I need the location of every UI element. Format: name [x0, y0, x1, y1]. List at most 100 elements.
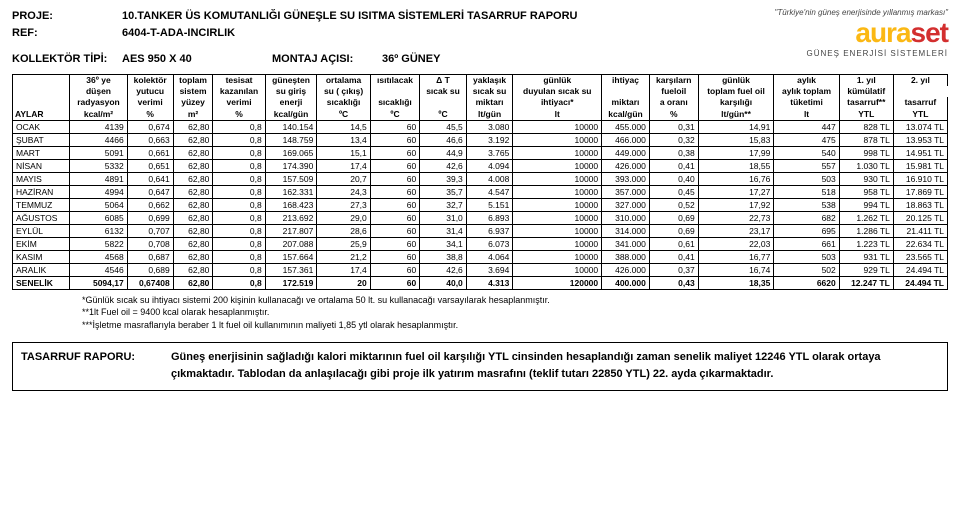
proje-value: 10.TANKER ÜS KOMUTANLIĞI GÜNEŞLE SU ISIT…	[122, 8, 578, 25]
table-cell: 34,1	[420, 237, 467, 250]
table-cell: 213.692	[265, 211, 317, 224]
table-cell: 62,80	[173, 263, 213, 276]
header-cell: ºC	[420, 109, 467, 121]
header-cell: %	[213, 109, 265, 121]
table-cell: 16,77	[698, 250, 774, 263]
table-cell: 314.000	[602, 224, 650, 237]
header-cell: fueloil	[649, 86, 698, 97]
table-cell: 217.807	[265, 224, 317, 237]
table-cell: 4139	[70, 120, 127, 133]
header-cell: sıcaklığı	[317, 97, 370, 108]
total-cell: 4.313	[466, 276, 513, 289]
header-cell: ºC	[370, 109, 419, 121]
table-cell: 22,73	[698, 211, 774, 224]
table-cell: 18.863 TL	[893, 198, 947, 211]
table-cell: 518	[774, 185, 839, 198]
table-cell: 17,99	[698, 146, 774, 159]
table-cell: 62,80	[173, 133, 213, 146]
table-row: KASIM45680,68762,800,8157.66421,26038,84…	[13, 250, 948, 263]
table-cell: 10000	[513, 172, 602, 185]
table-cell: 13.074 TL	[893, 120, 947, 133]
header-cell: duyulan sıcak su	[513, 86, 602, 97]
table-cell: 503	[774, 250, 839, 263]
header-cell: tüketimi	[774, 97, 839, 108]
header-cell: %	[127, 109, 173, 121]
table-cell: 4994	[70, 185, 127, 198]
header-cell: günlük	[698, 74, 774, 86]
table-cell: 20,7	[317, 172, 370, 185]
table-cell: NİSAN	[13, 159, 70, 172]
table-cell: 0,41	[649, 159, 698, 172]
table-cell: 4568	[70, 250, 127, 263]
table-cell: 62,80	[173, 185, 213, 198]
header-cell: düşen	[70, 86, 127, 97]
table-cell: 4466	[70, 133, 127, 146]
header-cell: 1. yıl	[839, 74, 893, 86]
table-cell: 1.286 TL	[839, 224, 893, 237]
table-cell: 10000	[513, 250, 602, 263]
table-cell: 17,4	[317, 263, 370, 276]
total-cell: 400.000	[602, 276, 650, 289]
logo-sub: GÜNEŞ ENERJİSİ SİSTEMLERİ	[775, 49, 949, 58]
table-row: MAYIS48910,64162,800,8157.50920,76039,34…	[13, 172, 948, 185]
table-cell: 46,6	[420, 133, 467, 146]
table-cell: 0,69	[649, 211, 698, 224]
table-cell: 62,80	[173, 237, 213, 250]
header-cell: lt/gün**	[698, 109, 774, 121]
table-cell: 17,4	[317, 159, 370, 172]
header-cell: sıcak su	[466, 86, 513, 97]
main-table: 36º yekolektörtoplamtesisatgüneştenortal…	[12, 74, 948, 290]
proje-label: PROJE:	[12, 8, 122, 25]
total-cell: 6620	[774, 276, 839, 289]
logo: auraset	[775, 17, 949, 49]
table-cell: 557	[774, 159, 839, 172]
table-cell: 341.000	[602, 237, 650, 250]
header-cell: ºC	[317, 109, 370, 121]
table-cell: 449.000	[602, 146, 650, 159]
table-cell: MAYIS	[13, 172, 70, 185]
header-cell: ısıtılacak	[370, 74, 419, 86]
table-cell: 5064	[70, 198, 127, 211]
header-cell: enerji	[265, 97, 317, 108]
table-cell: TEMMUZ	[13, 198, 70, 211]
table-cell: 10000	[513, 198, 602, 211]
table-cell: 25,9	[317, 237, 370, 250]
table-cell: 0,647	[127, 185, 173, 198]
table-cell: 10000	[513, 263, 602, 276]
table-cell: 35,7	[420, 185, 467, 198]
table-cell: 22,03	[698, 237, 774, 250]
table-cell: 958 TL	[839, 185, 893, 198]
kollektor-value: AES 950 X 40	[122, 51, 272, 68]
table-cell: 878 TL	[839, 133, 893, 146]
table-cell: 60	[370, 250, 419, 263]
table-cell: 31,4	[420, 224, 467, 237]
table-cell: 60	[370, 133, 419, 146]
table-cell: 4.094	[466, 159, 513, 172]
table-cell: 0,8	[213, 159, 265, 172]
header-cell: YTL	[893, 109, 947, 121]
table-cell: 0,8	[213, 224, 265, 237]
table-cell: 828 TL	[839, 120, 893, 133]
header-cell: miktarı	[466, 97, 513, 108]
footnotes: *Günlük sıcak su ihtiyacı sistemi 200 ki…	[12, 294, 948, 332]
table-cell: 0,8	[213, 146, 265, 159]
footnote-3: ***İşletme masraflarıyla beraber 1 lt fu…	[82, 319, 948, 332]
table-cell: 15,1	[317, 146, 370, 159]
header-cell: günlük	[513, 74, 602, 86]
table-cell: 695	[774, 224, 839, 237]
table-cell: 15.981 TL	[893, 159, 947, 172]
header-cell: karşılarn	[649, 74, 698, 86]
table-row: AĞUSTOS60850,69962,800,8213.69229,06031,…	[13, 211, 948, 224]
table-cell: 1.223 TL	[839, 237, 893, 250]
header-cell	[13, 97, 70, 108]
report-box: TASARRUF RAPORU: Güneş enerjisinin sağla…	[12, 342, 948, 391]
table-row: EKİM58220,70862,800,8207.08825,96034,16.…	[13, 237, 948, 250]
ref-value: 6404-T-ADA-INCIRLIK	[122, 25, 235, 42]
table-cell: 148.759	[265, 133, 317, 146]
total-cell: SENELİK	[13, 276, 70, 289]
table-cell: 60	[370, 198, 419, 211]
table-cell: 32,7	[420, 198, 467, 211]
total-cell: 0,67408	[127, 276, 173, 289]
table-cell: 503	[774, 172, 839, 185]
table-cell: 0,8	[213, 185, 265, 198]
